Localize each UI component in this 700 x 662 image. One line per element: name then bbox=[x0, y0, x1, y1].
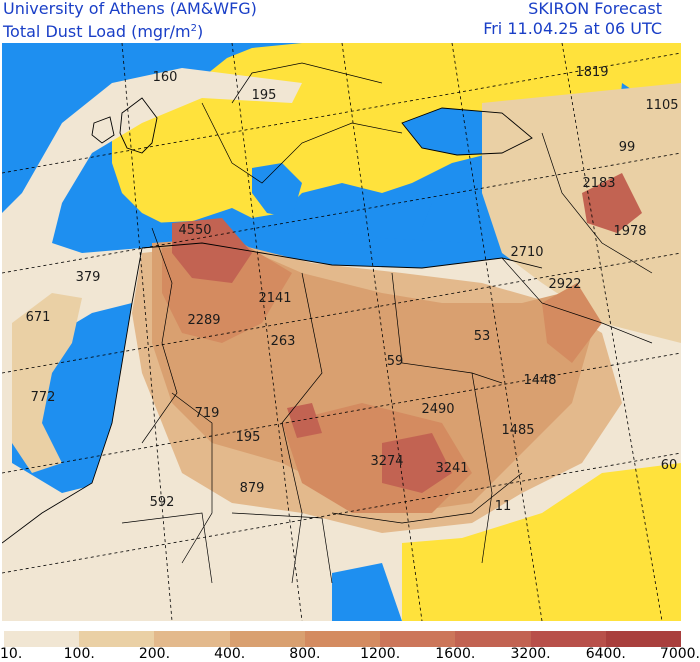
dust-value-label: 2922 bbox=[548, 277, 581, 292]
legend-tick-label: 100. bbox=[63, 646, 95, 662]
dust-band-peak-4 bbox=[287, 403, 322, 438]
dust-band-peak bbox=[172, 218, 252, 283]
dust-value-label: 60 bbox=[661, 458, 678, 473]
dust-value-label: 3274 bbox=[370, 454, 403, 469]
middle-east-land bbox=[482, 83, 681, 343]
value-labels: 160 195 1819 1105 99 2183 1978 4550 2710 2922 379 2… bbox=[26, 65, 679, 514]
dust-load-map: 160 195 1819 1105 99 2183 1978 4550 2710 2922 379 2… bbox=[2, 43, 681, 621]
legend-ticks: 10. 100. 200. 400. 800. 1200. 1600. 3200. 6400. 7… bbox=[0, 646, 700, 662]
dust-value-label: 1978 bbox=[613, 224, 646, 239]
legend-color-1 bbox=[79, 631, 155, 647]
dust-value-label: 195 bbox=[252, 88, 277, 103]
legend-color-4 bbox=[304, 631, 381, 647]
country-borders bbox=[121, 62, 653, 584]
legend-tick-label: 800. bbox=[289, 646, 321, 662]
mediterranean-sea bbox=[152, 218, 522, 268]
dust-value-label: 2490 bbox=[421, 402, 454, 417]
southwest-blue bbox=[332, 563, 402, 621]
dust-value-label: 2141 bbox=[258, 291, 291, 306]
dust-value-label: 1105 bbox=[645, 98, 678, 113]
legend-colorbar bbox=[4, 631, 681, 647]
dust-value-label: 1485 bbox=[501, 423, 534, 438]
dust-value-label: 2183 bbox=[582, 176, 615, 191]
dust-value-label: 592 bbox=[150, 495, 175, 510]
dust-value-label: 772 bbox=[31, 390, 56, 405]
dust-value-label: 263 bbox=[271, 334, 296, 349]
legend-tick-label: 1600. bbox=[435, 646, 476, 662]
dust-value-label: 1819 bbox=[575, 65, 608, 80]
dust-value-label: 11 bbox=[495, 499, 512, 514]
dust-value-label: 2710 bbox=[510, 245, 543, 260]
dust-value-label: 59 bbox=[387, 354, 404, 369]
dust-band-higher-3 bbox=[542, 283, 602, 363]
dust-value-label: 160 bbox=[153, 70, 178, 85]
legend-tick-label: 7000. bbox=[659, 646, 700, 662]
aegean-sea bbox=[372, 193, 432, 233]
graticule bbox=[2, 43, 681, 621]
tyrrhenian-sea bbox=[252, 163, 302, 218]
dust-band-peak-3 bbox=[582, 173, 642, 233]
legend-color-2 bbox=[154, 631, 230, 647]
legend-tick-label: 400. bbox=[214, 646, 246, 662]
dust-value-label: 99 bbox=[619, 140, 636, 155]
legend-color-3 bbox=[229, 631, 305, 647]
atlantic-plume-core bbox=[12, 293, 82, 473]
subtitle-text: Total Dust Load (mgr/m bbox=[3, 22, 191, 41]
forecast-time: Fri 11.04.25 at 06 UTC bbox=[483, 19, 662, 38]
dust-value-label: 2289 bbox=[187, 313, 220, 328]
dust-value-label: 4550 bbox=[178, 223, 211, 238]
legend-tick-label: 200. bbox=[138, 646, 171, 662]
dust-value-label: 879 bbox=[240, 481, 265, 496]
legend-tick-label: 6400. bbox=[585, 646, 626, 662]
dust-value-label: 53 bbox=[474, 329, 491, 344]
legend-color-7 bbox=[530, 631, 606, 647]
legend-color-0 bbox=[4, 631, 80, 647]
southeast-yellow bbox=[402, 463, 681, 621]
forecast-model: SKIRON Forecast bbox=[528, 0, 662, 18]
legend-tick-label: 3200. bbox=[510, 646, 551, 662]
subtitle-superscript: 2 bbox=[190, 23, 197, 34]
subtitle-suffix: ) bbox=[197, 22, 204, 41]
dust-value-label: 379 bbox=[76, 270, 101, 285]
dust-value-label: 671 bbox=[26, 310, 51, 325]
dust-value-label: 1448 bbox=[523, 373, 556, 388]
legend-color-5 bbox=[380, 631, 456, 647]
legend-tick-label: 1200. bbox=[360, 646, 401, 662]
dust-band-peak-2 bbox=[382, 433, 452, 493]
map-subtitle: Total Dust Load (mgr/m2) bbox=[3, 20, 203, 41]
legend-color-6 bbox=[455, 631, 531, 647]
dust-value-label: 195 bbox=[236, 430, 261, 445]
legend-color-8 bbox=[605, 631, 681, 647]
legend-tick-label: 10. bbox=[0, 646, 23, 662]
dust-value-label: 3241 bbox=[435, 461, 468, 476]
map-title: University of Athens (AM&WFG) bbox=[3, 0, 257, 18]
dust-value-label: 719 bbox=[195, 406, 220, 421]
coastlines bbox=[2, 97, 543, 544]
